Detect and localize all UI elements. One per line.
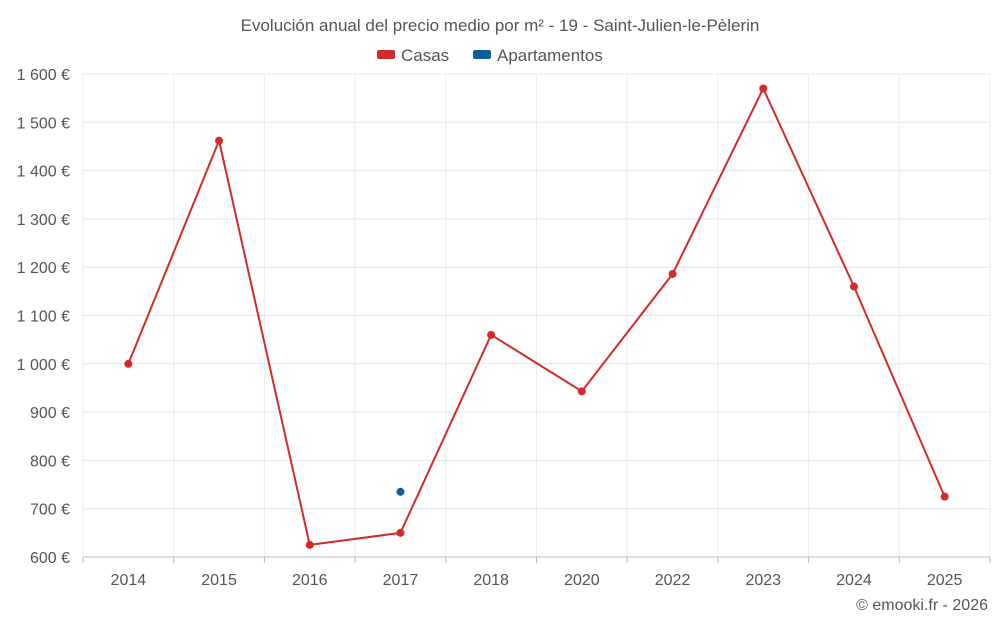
y-tick-label: 900 € bbox=[30, 405, 70, 422]
x-tick-label: 2014 bbox=[111, 572, 147, 589]
y-tick-label: 1 500 € bbox=[17, 115, 70, 132]
x-tick-label: 2023 bbox=[745, 572, 781, 589]
x-tick-label: 2024 bbox=[836, 572, 872, 589]
legend: Casas Apartamentos bbox=[377, 46, 603, 65]
y-tick-label: 1 200 € bbox=[17, 260, 70, 277]
legend-label: Apartamentos bbox=[497, 46, 603, 65]
legend-swatch bbox=[377, 50, 395, 59]
x-tick-label: 2018 bbox=[473, 572, 509, 589]
data-point-0[interactable] bbox=[849, 282, 858, 291]
data-point-0[interactable] bbox=[668, 269, 677, 278]
y-tick-label: 1 300 € bbox=[17, 212, 70, 229]
x-tick-label: 2017 bbox=[383, 572, 419, 589]
data-point-0[interactable] bbox=[577, 387, 586, 396]
data-point-0[interactable] bbox=[487, 330, 496, 339]
y-tick-label: 600 € bbox=[30, 550, 70, 567]
y-tick-label: 1 100 € bbox=[17, 309, 70, 326]
data-point-0[interactable] bbox=[940, 492, 949, 501]
y-axis: 600 € 700 € 800 € 900 € 1 000 € 1 100 € 1 200 … bbox=[17, 67, 70, 567]
grid bbox=[82, 73, 991, 558]
y-tick-label: 1 400 € bbox=[17, 164, 70, 181]
x-tick-label: 2022 bbox=[655, 572, 691, 589]
series-layer bbox=[124, 84, 949, 549]
x-axis: 2014 2015 2016 2017 2018 2020 2022 2023 2024 2025 bbox=[82, 556, 991, 589]
y-tick-label: 1 600 € bbox=[17, 67, 70, 84]
credit-text: © emooki.fr - 2026 bbox=[856, 597, 988, 614]
data-point-0[interactable] bbox=[305, 540, 314, 549]
legend-item-0[interactable]: Casas bbox=[377, 46, 449, 65]
x-tick-label: 2016 bbox=[292, 572, 328, 589]
chart-title: Evolución anual del precio medio por m² … bbox=[241, 16, 760, 35]
x-tick-label: 2015 bbox=[201, 572, 237, 589]
y-tick-label: 800 € bbox=[30, 453, 70, 470]
x-tick-label: 2025 bbox=[927, 572, 963, 589]
data-point-0[interactable] bbox=[759, 84, 768, 93]
x-tick-label: 2020 bbox=[564, 572, 600, 589]
data-point-0[interactable] bbox=[124, 359, 133, 368]
data-point-0[interactable] bbox=[215, 136, 224, 145]
y-tick-label: 1 000 € bbox=[17, 357, 70, 374]
legend-label: Casas bbox=[401, 46, 449, 65]
data-point-1[interactable] bbox=[396, 487, 405, 496]
data-point-0[interactable] bbox=[396, 528, 405, 537]
y-tick-label: 700 € bbox=[30, 502, 70, 519]
legend-item-1[interactable]: Apartamentos bbox=[473, 46, 603, 65]
legend-swatch bbox=[473, 50, 491, 59]
series-line-0 bbox=[127, 87, 946, 546]
